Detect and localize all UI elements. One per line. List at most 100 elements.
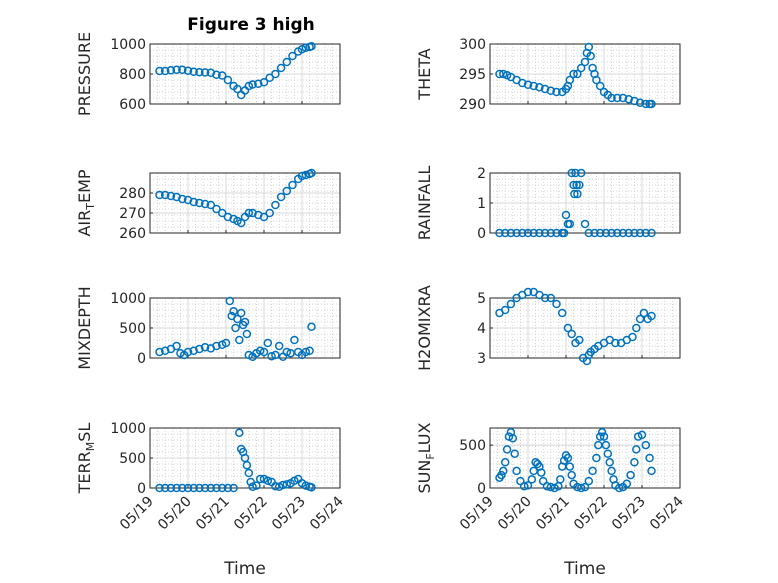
y-tick-label: 500 xyxy=(119,451,146,467)
data-point xyxy=(628,332,637,342)
data-point xyxy=(559,228,569,238)
data-point xyxy=(305,346,314,356)
y-axis-label: PRESSURE xyxy=(75,32,94,116)
data-point xyxy=(502,445,512,454)
data-point xyxy=(590,228,599,238)
data-point xyxy=(276,63,286,73)
x-tick-label: 05/22 xyxy=(231,494,271,534)
data-point xyxy=(519,482,529,491)
data-point xyxy=(172,483,181,493)
series-terr_msl xyxy=(155,428,316,493)
data-point xyxy=(626,470,635,480)
data-point xyxy=(601,440,611,450)
series-pressure xyxy=(155,42,316,100)
data-point xyxy=(523,228,533,238)
data-point xyxy=(563,453,573,463)
data-point xyxy=(592,75,601,85)
data-point xyxy=(523,80,533,90)
data-point xyxy=(297,45,307,54)
panel-rainfall: 0 1 2 RAINFALL xyxy=(415,166,681,242)
data-point xyxy=(595,228,605,238)
data-point xyxy=(497,470,506,480)
data-point xyxy=(259,78,269,87)
data-point xyxy=(639,308,649,318)
data-point xyxy=(575,335,584,345)
data-point xyxy=(231,323,240,333)
x-tick-label: 05/21 xyxy=(533,494,573,534)
data-point xyxy=(155,190,164,200)
data-point xyxy=(586,51,595,61)
data-point xyxy=(282,186,292,196)
y-tick-label: 300 xyxy=(459,37,486,53)
data-point xyxy=(565,462,575,471)
data-point xyxy=(572,180,581,190)
data-point xyxy=(580,219,590,229)
data-point xyxy=(611,338,620,348)
y-axis-label: RAINFALL xyxy=(415,166,434,241)
data-point xyxy=(297,171,307,181)
data-point xyxy=(569,69,578,79)
data-point xyxy=(584,42,594,52)
data-point xyxy=(580,482,590,492)
data-point xyxy=(523,481,533,490)
data-point xyxy=(552,87,561,97)
data-point xyxy=(518,78,527,88)
x-tick-label: 05/24 xyxy=(307,493,347,533)
y-tick-label: 3 xyxy=(477,351,486,367)
data-point xyxy=(248,482,257,492)
figure-title: Figure 3 high xyxy=(187,15,315,35)
data-point xyxy=(282,480,292,489)
series-theta xyxy=(495,42,656,109)
data-point xyxy=(540,84,550,94)
data-point xyxy=(265,208,274,218)
data-point xyxy=(499,466,508,476)
data-point xyxy=(240,317,250,327)
data-point xyxy=(576,483,586,493)
y-tick-label: 1000 xyxy=(110,37,146,53)
data-point xyxy=(288,180,297,190)
data-point xyxy=(635,228,645,238)
data-point xyxy=(195,198,204,208)
data-point xyxy=(155,347,164,357)
data-point xyxy=(183,483,193,493)
data-point xyxy=(229,483,238,493)
data-point xyxy=(613,228,622,238)
data-point xyxy=(236,308,246,318)
data-point xyxy=(573,69,582,79)
data-point xyxy=(189,197,198,207)
data-point xyxy=(225,296,235,306)
data-point xyxy=(301,43,311,53)
data-point xyxy=(229,306,238,316)
data-point xyxy=(510,449,519,458)
data-point xyxy=(254,79,263,89)
data-point xyxy=(255,346,265,356)
y-axis-label: H2OMIXRA xyxy=(415,285,434,371)
x-axis-label: Time xyxy=(223,559,266,579)
data-point xyxy=(288,51,297,61)
data-point xyxy=(529,81,538,91)
data-point xyxy=(599,432,609,441)
data-point xyxy=(647,99,656,109)
data-point xyxy=(565,219,575,229)
panel-terr_msl: 0 500 1000 TERRMSL 05/1905/2005/2105/2205/23… xyxy=(75,421,347,579)
data-point xyxy=(286,348,295,358)
data-point xyxy=(200,68,210,77)
data-point xyxy=(267,351,276,361)
data-point xyxy=(212,341,221,351)
x-tick-label: 05/19 xyxy=(117,494,157,534)
y-axis-label: TERRMSL xyxy=(75,423,97,495)
y-tick-label: 290 xyxy=(459,97,486,113)
data-point xyxy=(233,84,242,94)
data-point xyxy=(645,453,654,463)
data-point xyxy=(244,468,254,478)
series-mixdepth xyxy=(155,296,316,362)
data-point xyxy=(570,189,579,199)
data-point xyxy=(195,344,204,354)
y-tick-label: 1 xyxy=(477,196,486,212)
data-point xyxy=(195,67,204,77)
y-tick-label: 0 xyxy=(477,226,486,242)
y-tick-label: 600 xyxy=(119,97,146,113)
data-point xyxy=(265,73,274,83)
panel-pressure: 600 800 1000 PRESSURE xyxy=(75,32,341,116)
